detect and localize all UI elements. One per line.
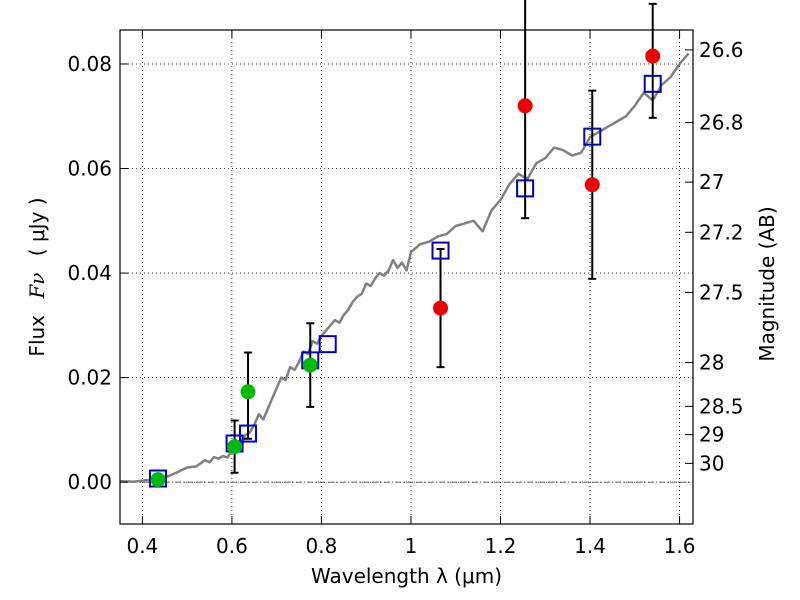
magnitude-tick-label: 30 xyxy=(699,451,724,475)
model-spectrum-line xyxy=(119,52,690,483)
y-tick-label: 0.04 xyxy=(67,261,112,285)
x-tick-label: 0.8 xyxy=(306,534,338,558)
magnitude-tick-label: 29 xyxy=(699,423,724,447)
model-photometry-square xyxy=(239,424,258,443)
y-axis-right-label: Magnitude (AB) xyxy=(755,206,779,361)
hst-photometry-point xyxy=(302,357,318,373)
y-axis-label-symbol: Fν xyxy=(25,273,49,300)
plot-area xyxy=(119,0,690,488)
magnitude-tick-label: 27 xyxy=(699,170,724,194)
grid xyxy=(120,30,693,524)
magnitude-tick-label: 28 xyxy=(699,350,724,374)
x-tick-label: 0.4 xyxy=(126,534,158,558)
y-tick-label: 0.06 xyxy=(67,157,112,181)
plot-frame xyxy=(119,29,694,525)
model-photometry-square xyxy=(583,127,602,146)
x-tick-label: 1.6 xyxy=(664,534,696,558)
ir-photometry-point xyxy=(433,300,449,316)
x-tick-label: 1.4 xyxy=(574,534,606,558)
y-tick-label: 0.02 xyxy=(67,366,112,390)
model-photometry-square xyxy=(318,335,337,354)
model-photometry-square xyxy=(431,241,450,260)
x-tick-label: 0.6 xyxy=(216,534,248,558)
y-axis-label: Flux Fν ( μJy ) xyxy=(25,197,49,356)
y-tick-label: 0.00 xyxy=(67,470,112,494)
magnitude-tick-label: 26.6 xyxy=(699,38,744,62)
ticks: 0.4 0.6 0.8 1 1.2 1.4 1.6 0.00 0.02 0.04 0.06 0.08 2… xyxy=(67,30,744,558)
model-photometry-square xyxy=(516,179,535,198)
magnitude-tick-label: 26.8 xyxy=(699,111,744,135)
ir-photometry-point xyxy=(517,98,533,114)
magnitude-tick-label: 27.5 xyxy=(699,280,744,304)
y-axis-label-prefix: Flux xyxy=(25,315,49,357)
x-axis-label: Wavelength λ (μm) xyxy=(311,564,502,588)
magnitude-tick-label: 27.2 xyxy=(699,220,744,244)
magnitude-tick-label: 28.5 xyxy=(699,394,744,418)
x-tick-label: 1.2 xyxy=(485,534,517,558)
model-photometry-square xyxy=(643,74,662,93)
y-axis-label-unit: ( μJy ) xyxy=(25,197,49,256)
y-tick-label: 0.08 xyxy=(67,52,112,76)
hst-photometry-point xyxy=(150,472,166,488)
hst-photometry-point xyxy=(240,384,256,400)
x-tick-label: 1 xyxy=(405,534,418,558)
ir-photometry-point xyxy=(645,48,661,64)
hst-photometry-point xyxy=(227,439,243,455)
ir-photometry-point xyxy=(584,177,600,193)
